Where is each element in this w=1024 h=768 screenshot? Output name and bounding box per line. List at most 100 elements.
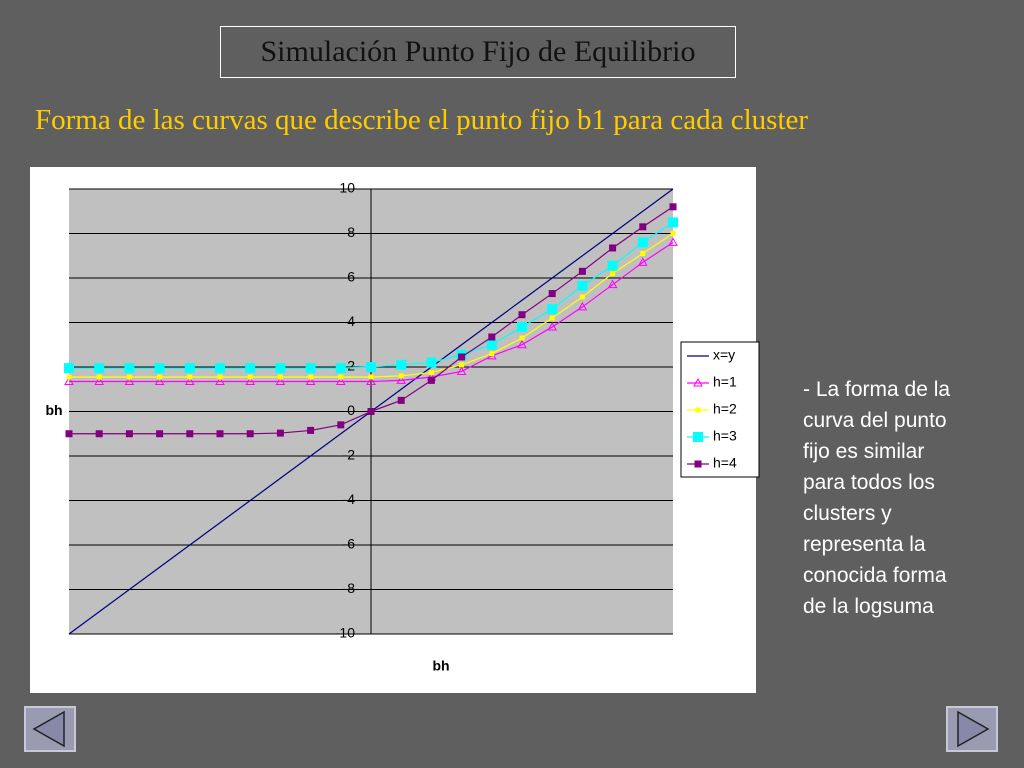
legend-marker-shape <box>694 460 702 468</box>
marker <box>307 426 315 434</box>
marker <box>426 357 437 368</box>
marker <box>637 257 648 266</box>
marker <box>154 363 165 374</box>
marker <box>517 321 527 332</box>
marker <box>124 376 135 385</box>
marker <box>640 251 646 257</box>
marker <box>458 353 466 361</box>
marker <box>277 374 283 380</box>
marker <box>366 362 376 372</box>
marker <box>126 374 132 380</box>
marker <box>549 315 555 321</box>
marker <box>368 374 374 380</box>
marker <box>215 376 225 385</box>
x-axis-label: bh <box>432 658 449 674</box>
legend-label: h=1 <box>713 374 737 390</box>
note-line: para todos los <box>803 471 935 494</box>
next-button[interactable] <box>946 706 998 752</box>
series <box>65 203 677 438</box>
y-tick-label: 4 <box>347 313 355 329</box>
y-tick-label: -4 <box>343 491 356 507</box>
marker <box>547 321 558 331</box>
note-line: conocida forma <box>803 564 947 587</box>
marker <box>184 376 195 385</box>
y-tick-label: -10 <box>335 625 355 641</box>
marker <box>337 421 345 429</box>
marker <box>96 374 102 380</box>
marker <box>578 267 586 275</box>
marker <box>308 374 314 380</box>
marker <box>247 374 253 380</box>
series <box>64 217 678 374</box>
marker <box>64 363 74 374</box>
marker <box>398 373 404 379</box>
y-tick-label: 2 <box>347 358 355 374</box>
marker <box>246 430 254 438</box>
marker <box>428 370 434 376</box>
previous-button[interactable] <box>24 706 76 752</box>
y-tick-label: -8 <box>343 580 356 596</box>
y-tick-label: 0 <box>347 402 355 418</box>
legend-label: h=2 <box>713 401 737 417</box>
marker <box>668 237 678 246</box>
y-tick-label: -6 <box>343 536 356 552</box>
legend-label: h=4 <box>713 455 737 471</box>
legend-marker <box>694 460 702 468</box>
marker <box>396 359 407 370</box>
marker <box>305 363 316 374</box>
slide-heading: Forma de las curvas que describe el punt… <box>35 104 809 136</box>
marker <box>276 429 284 437</box>
marker <box>216 430 224 438</box>
marker <box>335 363 346 374</box>
note-line: clusters y <box>803 502 892 525</box>
marker <box>548 290 556 298</box>
marker <box>215 363 225 374</box>
marker <box>186 430 194 438</box>
series-line <box>69 241 674 383</box>
marker <box>609 244 617 252</box>
note-line: curva del punto <box>803 409 947 432</box>
marker <box>397 396 405 404</box>
y-tick-label: 8 <box>347 224 355 240</box>
marker <box>607 260 618 271</box>
note-line: fijo es similar <box>803 440 925 463</box>
legend-marker <box>695 407 701 413</box>
marker <box>245 363 256 374</box>
marker <box>245 376 256 385</box>
marker <box>156 430 164 438</box>
marker <box>637 237 648 248</box>
marker <box>94 376 105 385</box>
marker <box>639 223 647 231</box>
marker <box>427 376 435 384</box>
marker <box>579 294 585 300</box>
legend-marker <box>693 377 703 387</box>
marker <box>154 376 165 385</box>
legend-label: h=3 <box>713 428 737 444</box>
marker <box>366 376 376 385</box>
marker <box>275 363 286 374</box>
marker <box>184 363 195 374</box>
marker <box>519 335 525 341</box>
legend-label: x=y <box>713 347 735 363</box>
marker <box>577 280 588 291</box>
marker <box>95 430 103 438</box>
marker <box>610 271 616 277</box>
legend-marker-shape <box>693 432 703 442</box>
marker <box>486 339 497 350</box>
legend-marker <box>693 432 703 442</box>
marker <box>489 351 495 357</box>
slide-title: Simulación Punto Fijo de Equilibrio <box>220 26 736 78</box>
marker <box>217 374 223 380</box>
marker <box>305 376 316 385</box>
marker <box>396 375 407 384</box>
note-line: representa la <box>803 533 926 556</box>
marker <box>518 311 526 319</box>
note-line: de la logsuma <box>803 595 934 618</box>
marker <box>125 430 133 438</box>
marker <box>607 279 618 289</box>
marker <box>157 374 163 380</box>
marker <box>459 362 465 368</box>
marker <box>335 376 346 385</box>
